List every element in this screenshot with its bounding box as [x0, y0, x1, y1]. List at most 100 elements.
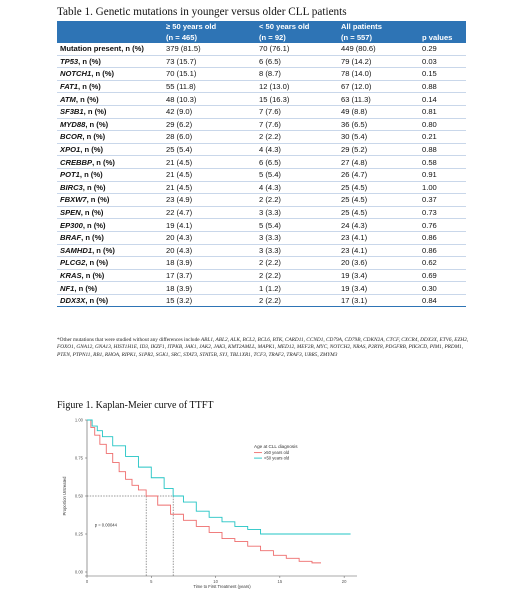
- all-count-cell: 25 (4.5): [341, 182, 368, 192]
- p-value-cell: 0.37: [422, 195, 437, 205]
- gene-name: KRAS: [60, 270, 82, 280]
- table-body: Mutation present, n (%) 379 (81.5) 70 (76.…: [57, 43, 466, 307]
- gene-cell: FBXW7, n (%): [57, 194, 163, 207]
- younger-count-cell: 2 (2.2): [259, 132, 281, 142]
- table-row: XPO1, n (%) 25 (5.4) 4 (4.3) 29 (5.2) 0.88: [57, 143, 466, 156]
- p-value-cell: 0.29: [422, 44, 437, 54]
- p-value-cell: 0.73: [422, 208, 437, 218]
- table-row: SAMHD1, n (%) 20 (4.3) 3 (3.3) 23 (4.1) 0.86: [57, 244, 466, 257]
- gene-cell: BCOR, n (%): [57, 131, 163, 144]
- table-row: BRAF, n (%) 20 (4.3) 3 (3.3) 23 (4.1) 0.86: [57, 231, 466, 244]
- legend-label: ≥50 years old: [264, 450, 290, 455]
- all-count-cell: 25 (4.5): [341, 208, 368, 218]
- gene-cell: Mutation present, n (%): [57, 43, 163, 55]
- table-row: PLCG2, n (%) 18 (3.9) 2 (2.2) 20 (3.6) 0.62: [57, 257, 466, 270]
- all-count-cell: 449 (80.6): [341, 44, 376, 54]
- older-count-cell: 19 (4.1): [166, 220, 193, 230]
- gene-suffix: , n (%): [82, 132, 106, 142]
- younger-count-cell: 4 (4.3): [259, 145, 281, 155]
- table-row: CREBBP, n (%) 21 (4.5) 6 (6.5) 27 (4.8) 0.58: [57, 156, 466, 169]
- gene-cell: NOTCH1, n (%): [57, 68, 163, 81]
- p-value-cell: 1.00: [422, 182, 437, 192]
- gene-suffix: , n (%): [85, 296, 109, 306]
- p-value-cell: 0.86: [422, 245, 437, 255]
- p-value-cell: 0.88: [422, 82, 437, 92]
- all-count-cell: 20 (3.6): [341, 258, 368, 268]
- table-row: FAT1, n (%) 55 (11.8) 12 (13.0) 67 (12.0) 0.…: [57, 80, 466, 93]
- gene-name: CREBBP: [60, 157, 93, 167]
- older-count-cell: 379 (81.5): [166, 44, 201, 54]
- gene-cell: POT1, n (%): [57, 168, 163, 181]
- p-value-cell: 0.86: [422, 233, 437, 243]
- younger-count-cell: 1 (1.2): [259, 283, 281, 293]
- figure-caption: Figure 1. Kaplan-Meier curve of TTFT: [57, 400, 214, 411]
- gene-name: SAMHD1: [60, 245, 93, 255]
- gene-cell: FAT1, n (%): [57, 80, 163, 93]
- all-count-cell: 49 (8.8): [341, 107, 368, 117]
- gene-suffix: , n (%): [75, 94, 99, 104]
- gene-name: ATM: [60, 94, 76, 104]
- x-tick-label: 5: [150, 579, 153, 584]
- gene-suffix: , n (%): [81, 270, 105, 280]
- older-count-cell: 22 (4.7): [166, 208, 193, 218]
- p-value-cell: 0.14: [422, 94, 437, 104]
- gene-name: FBXW7: [60, 195, 87, 205]
- younger-count-cell: 2 (2.2): [259, 296, 281, 306]
- header-p-blank: [419, 21, 466, 32]
- gene-suffix: , n (%): [80, 145, 104, 155]
- gene-cell: NF1, n (%): [57, 282, 163, 295]
- older-count-cell: 42 (9.0): [166, 107, 193, 117]
- gene-cell: CREBBP, n (%): [57, 156, 163, 169]
- all-count-cell: 63 (11.3): [341, 94, 371, 104]
- x-tick-label: 10: [213, 579, 218, 584]
- table-row: FBXW7, n (%) 23 (4.9) 2 (2.2) 25 (4.5) 0.37: [57, 194, 466, 207]
- gene-cell: PLCG2, n (%): [57, 257, 163, 270]
- table-row: SPEN, n (%) 22 (4.7) 3 (3.3) 25 (4.5) 0.73: [57, 206, 466, 219]
- y-tick-label: 0.75: [75, 456, 84, 461]
- gene-name: Mutation present: [60, 44, 122, 54]
- younger-count-cell: 6 (6.5): [259, 157, 281, 167]
- header-older: ≥ 50 years old: [163, 21, 256, 32]
- legend-title: Age at CLL diagnosis: [254, 444, 298, 449]
- all-count-cell: 26 (4.7): [341, 170, 368, 180]
- older-count-cell: 18 (3.9): [166, 258, 193, 268]
- older-count-cell: 73 (15.7): [166, 56, 197, 66]
- younger-count-cell: 12 (13.0): [259, 82, 290, 92]
- older-count-cell: 20 (4.3): [166, 245, 193, 255]
- header-p-values: p values: [419, 32, 466, 43]
- gene-suffix: , n (%): [92, 157, 115, 167]
- gene-name: EP300: [60, 220, 83, 230]
- table-row: TP53, n (%) 73 (15.7) 6 (6.5) 79 (14.2) 0.03: [57, 55, 466, 68]
- gene-name: MYD88: [60, 119, 86, 129]
- gene-suffix: , n (%): [85, 119, 109, 129]
- p-value-cell: 0.62: [422, 258, 437, 268]
- gene-suffix: , n (%): [80, 208, 104, 218]
- gene-cell: SAMHD1, n (%): [57, 244, 163, 257]
- y-axis-label: Proportion Untreated: [62, 476, 67, 516]
- p-value-annotation: p = 0.00044: [95, 522, 118, 527]
- gene-suffix: , n (%): [82, 220, 106, 230]
- younger-count-cell: 7 (7.6): [259, 107, 281, 117]
- all-count-cell: 23 (4.1): [341, 233, 368, 243]
- gene-suffix: , n (%): [81, 233, 104, 243]
- gene-suffix: , n (%): [78, 82, 101, 92]
- table-header-row-2: (n = 465) (n = 92) (n = 557) p values: [57, 32, 466, 43]
- all-count-cell: 17 (3.1): [341, 296, 368, 306]
- p-value-cell: 0.21: [422, 132, 437, 142]
- km-chart: 0.00 0.25 0.50 0.75 1.00 0 5 10 15 20 Time to Firs…: [62, 418, 357, 589]
- younger-count-cell: 5 (5.4): [259, 170, 281, 180]
- younger-count-cell: 70 (76.1): [259, 44, 290, 54]
- gene-cell: MYD88, n (%): [57, 118, 163, 131]
- gene-name: FAT1: [60, 82, 79, 92]
- older-count-cell: 18 (3.9): [166, 283, 193, 293]
- table-row: Mutation present, n (%) 379 (81.5) 70 (76.…: [57, 43, 466, 56]
- x-tick-label: 20: [342, 579, 347, 584]
- gene-cell: BRAF, n (%): [57, 231, 163, 244]
- table-row: NF1, n (%) 18 (3.9) 1 (1.2) 19 (3.4) 0.30: [57, 282, 466, 295]
- gene-suffix: , n (%): [121, 44, 144, 54]
- older-count-cell: 17 (3.7): [166, 270, 193, 280]
- header-younger: < 50 years old: [256, 21, 338, 32]
- gene-suffix: , n (%): [79, 170, 103, 180]
- gene-name: POT1: [60, 170, 80, 180]
- table-row: MYD88, n (%) 29 (6.2) 7 (7.6) 36 (6.5) 0.80: [57, 118, 466, 131]
